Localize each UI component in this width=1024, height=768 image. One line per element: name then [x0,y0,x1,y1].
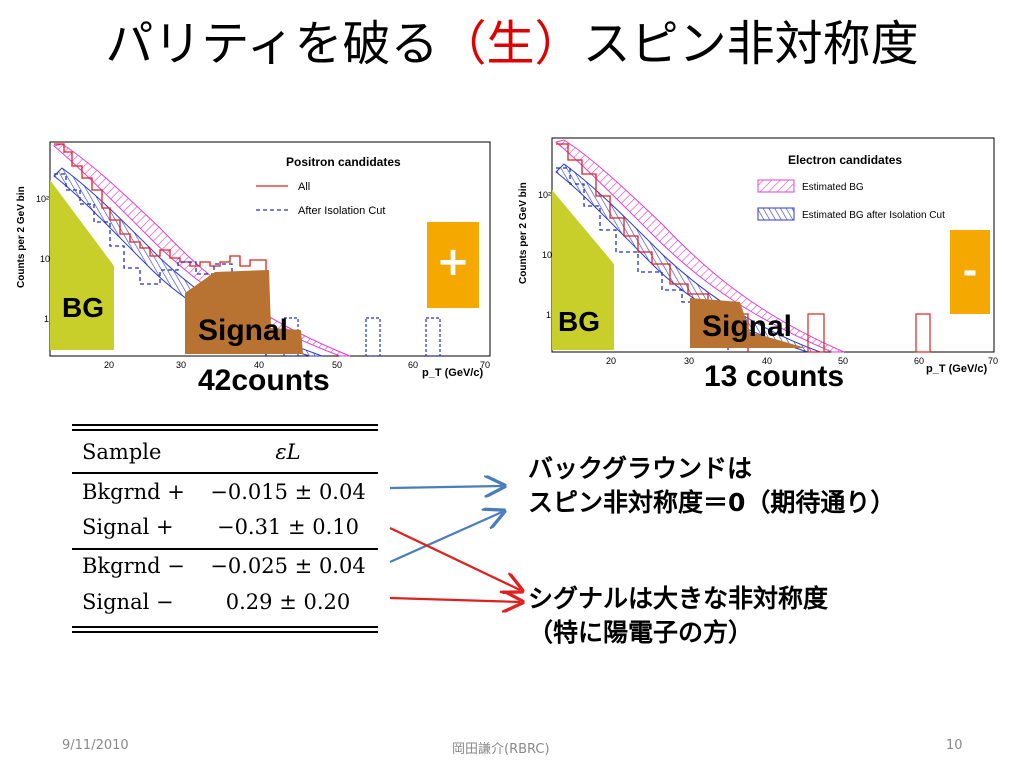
title-text-main: パリティを破る [105,16,439,72]
x-tick-60-right: 60 [914,356,924,366]
x-tick-20-right: 20 [606,356,616,366]
note-sig-line2: （特に陽電子の方） [528,618,754,647]
bg-region-left [50,180,114,350]
positron-plot: 10² 10 1 20 30 40 50 60 70 p_T (GeV/c) C… [10,138,500,400]
arrow-bkg-minus [389,512,502,564]
legend-after-isolation: After Isolation Cut [298,205,385,217]
plus-sign-badge: + [427,222,479,308]
header-sample: Sample [82,440,162,464]
y-tick-10: 10 [40,254,50,264]
note-bg-line2: スピン非対称度＝0（期待通り） [528,488,896,517]
legend-title-right: Electron candidates [788,153,902,167]
title-text-end: スピン非対称度 [582,16,919,72]
electron-histogram: 10² 10 1 20 30 40 50 60 70 p_T (GeV/c) C… [518,137,998,375]
x-axis-label-right: p_T (GeV/c) [926,363,987,375]
footer-date: 9/11/2010 [62,738,129,753]
bg-region-right [552,190,614,350]
note-bg-line1: バックグラウンドは [528,454,753,483]
y-tick-100-right: 10² [538,190,551,200]
x-tick-20: 20 [104,360,114,370]
legend-all: All [298,181,310,193]
row-sample: Bkgrnd − [82,554,185,578]
row-sample: Signal + [82,515,174,539]
x-tick-60: 60 [408,360,418,370]
row-value: −0.31 ± 0.10 [216,515,360,539]
slide-title: パリティを破る（生）スピン非対称度 [0,12,1024,76]
signal-region-left [185,270,303,354]
header-epsilon: εL [275,440,301,464]
x-tick-50: 50 [332,360,342,370]
x-tick-30: 30 [176,360,186,370]
x-tick-40: 40 [254,360,264,370]
bg-label-right: BG [558,306,600,337]
row-value: 0.29 ± 0.20 [225,590,351,614]
signal-label-left: Signal [198,314,289,347]
note-signal: シグナルは大きな非対称度 （特に陽電子の方） [528,582,828,650]
legend-estimated-bg-isolation: Estimated BG after Isolation Cut [802,210,945,221]
row-sample: Bkgrnd + [82,480,185,504]
connector-arrows [389,470,530,620]
asymmetry-table: Sample εL Bkgrnd + −0.015 ± 0.04 Signal … [72,422,378,636]
note-sig-line1: シグナルは大きな非対称度 [528,584,829,613]
y-axis-label-right: Counts per 2 GeV bin [518,182,529,284]
arrow-signal-minus [389,598,520,602]
minus-sign-badge: - [950,230,990,314]
row-value: −0.025 ± 0.04 [210,554,366,578]
counts-label-left: 42counts [198,364,330,397]
signal-label-right: Signal [702,310,793,343]
row-value: −0.015 ± 0.04 [210,480,366,504]
signal-region-right [690,298,806,348]
arrow-bkg-plus [389,486,502,488]
counts-label-right: 13 counts [704,360,845,393]
footer-page-number: 10 [946,738,963,753]
x-tick-50-right: 50 [838,356,848,366]
arrow-signal-plus [389,527,520,590]
y-axis-label: Counts per 2 GeV bin [16,186,27,288]
y-tick-100: 10² [36,194,49,204]
legend-estimated-bg: Estimated BG [802,182,864,193]
legend-title: Positron candidates [286,155,401,169]
row-sample: Signal − [82,590,174,614]
x-tick-40-right: 40 [762,356,772,366]
x-tick-70: 70 [480,360,490,370]
title-text-red: （生） [438,16,583,72]
bg-label-left: BG [62,292,104,323]
x-tick-30-right: 30 [684,356,694,366]
positron-histogram: 10² 10 1 20 30 40 50 60 70 p_T (GeV/c) C… [16,141,491,379]
footer-author: 岡田謙介(RBRC) [452,742,550,757]
x-axis-label: p_T (GeV/c) [422,367,483,379]
note-background: バックグラウンドは スピン非対称度＝0（期待通り） [528,452,895,520]
y-tick-10-right: 10 [542,250,552,260]
electron-plot: 10² 10 1 20 30 40 50 60 70 p_T (GeV/c) C… [512,134,1004,396]
x-tick-70-right: 70 [988,356,998,366]
y-tick-1-right: 1 [546,310,551,320]
y-tick-1: 1 [44,314,49,324]
